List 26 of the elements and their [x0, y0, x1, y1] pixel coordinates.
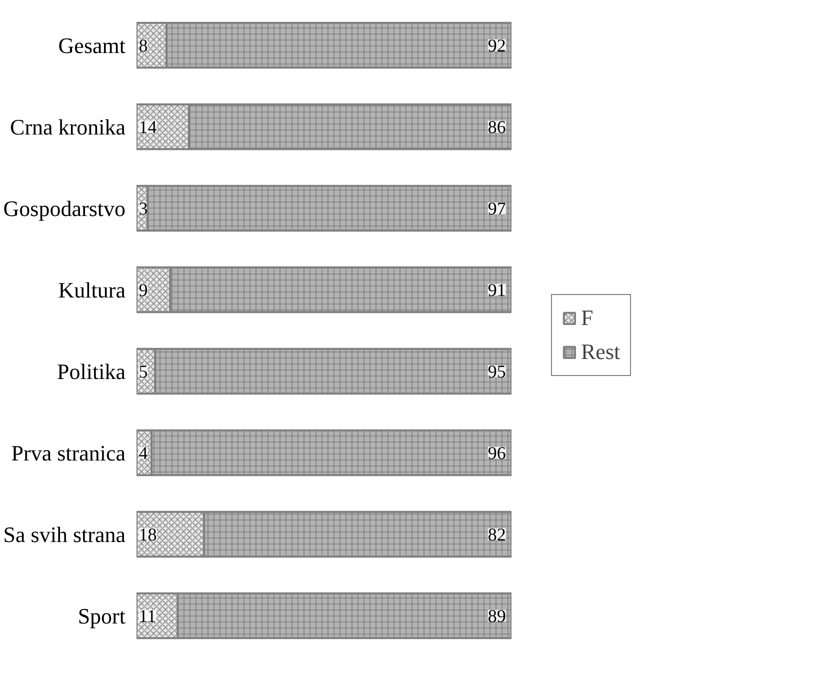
data-label: 89 [488, 606, 506, 626]
data-label: 3 [138, 198, 148, 218]
data-label: 8 [138, 35, 148, 56]
data-label: 96 [488, 442, 506, 463]
data-label: 9 [138, 280, 148, 300]
data-label: 18 [138, 524, 157, 544]
y-tick-label: Gesamt [58, 32, 126, 58]
y-tick-label: Prva stranica [11, 440, 126, 466]
y-tick-label: Gospodarstvo [3, 196, 126, 221]
y-tick-label: Politika [57, 358, 126, 384]
legend-label: Rest [581, 339, 620, 365]
data-label: 11 [138, 606, 156, 626]
data-label: 4 [138, 442, 148, 463]
y-tick-label: Crna kronika [10, 114, 126, 140]
data-label: 14 [138, 116, 157, 137]
data-label: 97 [488, 198, 506, 218]
y-tick-label: Sa svih strana [3, 522, 126, 547]
data-label: 5 [138, 361, 148, 382]
legend-label: F [581, 305, 594, 331]
y-tick-label: Kultura [58, 277, 126, 302]
y-tick-label: Sport [78, 603, 126, 628]
data-label: 95 [488, 361, 506, 382]
data-label: 92 [488, 35, 506, 56]
data-label: 91 [488, 280, 506, 300]
data-label: 82 [488, 524, 506, 544]
data-label: 86 [488, 116, 506, 137]
